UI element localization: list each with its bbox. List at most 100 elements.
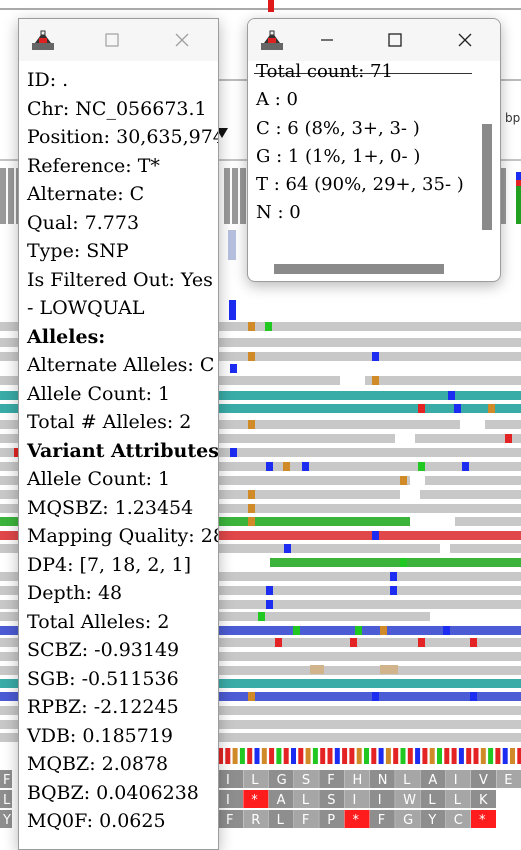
amino-acid-cell bbox=[395, 790, 421, 808]
amino-acid-cell bbox=[471, 790, 496, 808]
amino-acid-label: G bbox=[403, 813, 413, 828]
amino-acid-cell bbox=[420, 770, 446, 788]
mismatch-base bbox=[350, 638, 357, 647]
variant-line: - LOWQUAL bbox=[27, 297, 145, 319]
variant-line: Chr: NC_056673.1 bbox=[27, 97, 207, 120]
reference-base bbox=[225, 748, 231, 764]
amino-acid-label: * bbox=[353, 813, 360, 828]
amino-acid-label: P bbox=[327, 813, 335, 828]
close-button[interactable] bbox=[442, 19, 488, 61]
mismatch-base bbox=[248, 692, 255, 701]
amino-acid-label: L bbox=[277, 813, 285, 828]
amino-acid-label: I bbox=[378, 793, 382, 808]
mismatch-base bbox=[248, 517, 255, 526]
horizontal-scrollbar-thumb[interactable] bbox=[274, 264, 444, 274]
variant-line: Position: 30,635,974 bbox=[27, 126, 219, 148]
aligned-read bbox=[0, 391, 521, 400]
coverage-bar bbox=[516, 180, 521, 186]
reference-base bbox=[232, 748, 238, 764]
amino-acid-cell bbox=[0, 770, 12, 788]
variant-line: Qual: 7.773 bbox=[27, 211, 140, 234]
reference-base bbox=[312, 748, 318, 764]
amino-acid-cell bbox=[293, 770, 319, 788]
mismatch-base bbox=[230, 448, 237, 457]
variant-line: Depth: 48 bbox=[27, 582, 123, 604]
mismatch-base bbox=[418, 404, 425, 413]
mismatch-base bbox=[248, 420, 255, 429]
amino-acid-label: F bbox=[327, 773, 334, 788]
count-line: N : 0 bbox=[256, 202, 301, 224]
aligned-read bbox=[0, 322, 521, 331]
variant-line: Mapping Quality: 28 bbox=[27, 525, 219, 547]
mismatch-base bbox=[418, 638, 425, 647]
aligned-read bbox=[450, 544, 521, 553]
variant-line: Total Alleles: 2 bbox=[27, 610, 170, 633]
amino-acid-label: E bbox=[504, 773, 512, 788]
variant-line: Is Filtered Out: Yes bbox=[27, 268, 213, 291]
aligned-read bbox=[0, 720, 521, 729]
reference-base bbox=[261, 748, 267, 764]
reference-base bbox=[283, 748, 289, 764]
mismatch-base bbox=[266, 586, 273, 595]
aligned-read bbox=[0, 666, 521, 675]
reference-base bbox=[393, 748, 399, 764]
amino-acid-cell bbox=[344, 810, 370, 828]
mismatch-base bbox=[14, 448, 21, 457]
mismatch-base bbox=[266, 462, 273, 471]
aligned-read bbox=[0, 600, 521, 609]
amino-acid-label: L bbox=[3, 793, 11, 808]
variant-line: MQSBZ: 1.23454 bbox=[27, 496, 194, 519]
mismatch-base bbox=[470, 692, 477, 701]
mismatch-base bbox=[248, 322, 255, 331]
mismatch-base bbox=[355, 626, 362, 635]
maximize-button[interactable] bbox=[89, 19, 135, 61]
maximize-button[interactable] bbox=[372, 19, 418, 61]
reference-base bbox=[305, 748, 311, 764]
aligned-read bbox=[0, 544, 440, 553]
mismatch-base bbox=[488, 404, 495, 413]
coverage-bar bbox=[500, 168, 506, 224]
reference-base bbox=[385, 748, 391, 764]
mismatch-base bbox=[258, 612, 265, 621]
reference-base bbox=[334, 748, 340, 764]
minimize-button[interactable] bbox=[304, 19, 350, 61]
reference-base bbox=[400, 748, 406, 764]
amino-acid-label: L bbox=[454, 793, 462, 808]
amino-acid-cell bbox=[369, 790, 395, 808]
aligned-read bbox=[270, 558, 521, 567]
mismatch-base bbox=[400, 558, 407, 567]
coverage-bar bbox=[516, 172, 521, 180]
count-line: Total count: 71 bbox=[256, 61, 393, 82]
mismatch-base bbox=[400, 476, 407, 485]
amino-acid-cell bbox=[293, 810, 319, 828]
mismatch-base bbox=[229, 300, 236, 320]
reference-base bbox=[218, 748, 223, 764]
aligned-read bbox=[0, 338, 521, 347]
amino-acid-cell bbox=[445, 770, 471, 788]
amino-acid-cell bbox=[319, 790, 345, 808]
reference-base bbox=[422, 748, 428, 764]
aligned-read bbox=[425, 476, 521, 485]
aligned-read bbox=[0, 652, 521, 661]
amino-acid-label: Y bbox=[427, 813, 436, 828]
variant-line: VDB: 0.185719 bbox=[27, 724, 174, 747]
igv-app-icon bbox=[260, 29, 284, 51]
mismatch-base bbox=[454, 404, 461, 413]
amino-acid-cell bbox=[496, 770, 521, 788]
variant-line: Variant Attributes bbox=[27, 439, 219, 462]
aligned-read bbox=[0, 420, 460, 429]
close-button[interactable] bbox=[159, 19, 205, 61]
vertical-scrollbar-thumb[interactable] bbox=[482, 124, 492, 230]
amino-acid-label: W bbox=[403, 793, 416, 808]
coverage-bar bbox=[228, 230, 236, 260]
mismatch-base bbox=[505, 434, 512, 443]
reference-base bbox=[342, 748, 348, 764]
amino-acid-cell bbox=[0, 790, 12, 808]
count-line: A : 0 bbox=[256, 89, 298, 111]
amino-acid-label: F bbox=[3, 773, 10, 788]
mismatch-base bbox=[283, 462, 290, 471]
amino-acid-label: I bbox=[226, 793, 230, 808]
aligned-read bbox=[0, 531, 521, 540]
mismatch-base bbox=[443, 626, 450, 635]
aligned-read bbox=[0, 692, 521, 701]
